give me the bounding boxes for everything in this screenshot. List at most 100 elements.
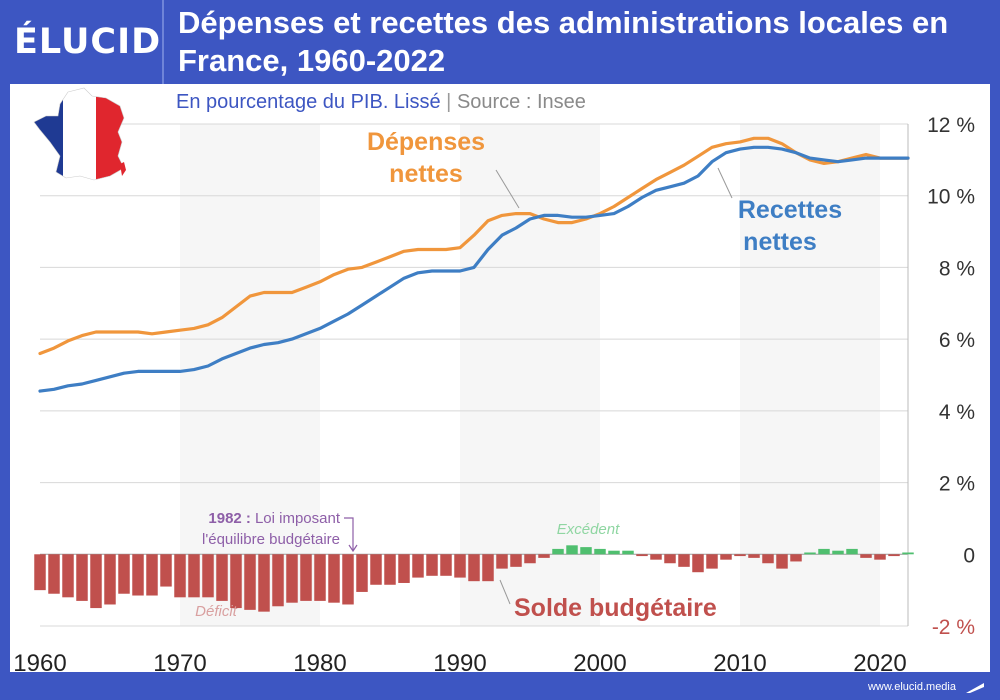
x-tick-label-3: 1990: [433, 650, 486, 672]
series-label-depenses-line2: nettes: [389, 160, 463, 188]
solde-bar-1976: [258, 554, 270, 612]
leader-line-depenses: [495, 169, 520, 209]
solde-bar-1982: [342, 554, 354, 605]
solde-bar-2000: [594, 548, 606, 555]
solde-bar-2016: [818, 548, 830, 555]
solde-bar-1973: [216, 554, 228, 601]
y-tick-label-1: 10 %: [927, 186, 975, 209]
series-line-depenses: [38, 136, 910, 356]
x-tick-label-6: 2020: [853, 650, 906, 672]
solde-bar-1991: [468, 554, 480, 582]
solde-bar-1961: [48, 554, 60, 594]
solde-bars: [34, 545, 914, 612]
solde-bar-1963: [76, 554, 88, 601]
x-tick-label-2: 1980: [293, 650, 346, 672]
solde-bar-1987: [412, 554, 424, 578]
solde-bar-1965: [104, 554, 116, 605]
leader-line-solde: [499, 579, 511, 605]
y-tick-label-6: 0: [963, 544, 975, 567]
solde-bar-2003: [636, 554, 648, 557]
decade-band-1: [460, 124, 600, 626]
solde-bar-1984: [370, 554, 382, 585]
solde-bar-2012: [762, 554, 774, 564]
decade-band-2: [740, 124, 880, 626]
solde-bar-1962: [62, 554, 74, 598]
excedent-label: Excédent: [557, 521, 620, 538]
deficit-label: Déficit: [195, 603, 238, 620]
solde-bar-2018: [846, 548, 858, 555]
elucid-mark-icon: [966, 683, 984, 693]
solde-bar-2020: [874, 554, 886, 560]
solde-bar-1966: [118, 554, 130, 594]
solde-bar-1995: [524, 554, 536, 564]
solde-bar-2007: [692, 554, 704, 573]
decade-band-0: [180, 124, 320, 626]
solde-bar-1989: [440, 554, 452, 576]
y-axis-ticks: 12 % 10 % 8 % 6 % 4 % 2 % 0 -2 %: [927, 114, 975, 639]
solde-bar-2005: [664, 554, 676, 564]
solde-bar-1999: [580, 547, 592, 555]
series-line-recettes: [38, 145, 910, 393]
solde-bar-1992: [482, 554, 494, 582]
solde-bar-1997: [552, 548, 564, 555]
solde-bar-1970: [174, 554, 186, 598]
solde-bar-2013: [776, 554, 788, 569]
series-label-recettes-line1: Recettes: [738, 196, 842, 224]
y-tick-label-2: 8 %: [939, 257, 975, 280]
y-tick-label-4: 4 %: [939, 401, 975, 424]
leader-line-recettes: [717, 167, 733, 199]
series-label-solde: Solde budgétaire: [514, 594, 717, 622]
solde-bar-2021: [888, 554, 900, 557]
annotation-1982-line1: 1982 : Loi imposant: [208, 510, 340, 527]
y-tick-label-7: -2 %: [932, 616, 975, 639]
y-tick-label-3: 6 %: [939, 329, 975, 352]
gridlines: [40, 123, 909, 627]
elucid-logo: ÉLUCID: [14, 22, 162, 62]
solde-bar-1983: [356, 554, 368, 592]
chart-svg: 12 %10 %8 %6 %4 %2 %0-2 % 1960 1970 1980 19…: [13, 87, 975, 677]
solde-bar-1988: [426, 554, 438, 576]
footer-url: www.elucid.media: [867, 681, 956, 693]
annotation-1982-line2: l'équilibre budgétaire: [202, 531, 340, 548]
solde-bar-1978: [286, 554, 298, 603]
solde-bar-1998: [566, 545, 578, 555]
x-tick-label-4: 2000: [573, 650, 626, 672]
solde-bar-2014: [790, 554, 802, 562]
solde-bar-1985: [384, 554, 396, 585]
solde-bar-2017: [832, 550, 844, 555]
solde-bar-2008: [706, 554, 718, 569]
solde-bar-1974: [230, 554, 242, 609]
solde-bar-1977: [272, 554, 284, 607]
decade-bands: [180, 124, 880, 626]
solde-bar-1975: [244, 554, 256, 610]
solde-bar-2011: [748, 554, 760, 558]
solde-bar-2002: [622, 550, 634, 555]
solde-bar-2009: [720, 554, 732, 560]
solde-bar-1981: [328, 554, 340, 603]
solde-bar-1964: [90, 554, 102, 609]
solde-bar-2006: [678, 554, 690, 567]
chart-title: Dépenses et recettes des administrations…: [178, 5, 949, 78]
header: ÉLUCID Dépenses et recettes des administ…: [0, 0, 1000, 84]
solde-bar-1968: [146, 554, 158, 596]
annotation-text-1: Loi imposant: [255, 510, 341, 527]
annotation-arrow: [344, 517, 358, 553]
solde-bar-1980: [314, 554, 326, 601]
solde-bar-2022: [902, 552, 914, 555]
solde-bar-1960: [34, 554, 46, 591]
chart-panel: 12 % 10 % 8 % 6 % 4 % 2 % 0 -2 % 1960 1970 1980 19…: [10, 84, 990, 677]
header-divider: [162, 0, 164, 84]
series-label-depenses-line1: Dépenses: [367, 128, 485, 156]
solde-bar-2019: [860, 554, 872, 558]
x-tick-label-1: 1970: [153, 650, 206, 672]
solde-bar-1972: [202, 554, 214, 598]
x-axis-ticks: 1960 1970 1980 1990 2000 2010 2020: [13, 650, 906, 677]
solde-bar-1993: [496, 554, 508, 569]
solde-bar-1990: [454, 554, 466, 578]
y-tick-label-5: 2 %: [939, 473, 975, 496]
solde-bar-1979: [300, 554, 312, 601]
y-tick-label-0: 12 %: [927, 114, 975, 137]
solde-bar-2015: [804, 552, 816, 555]
france-flag-map-icon: [33, 87, 126, 181]
